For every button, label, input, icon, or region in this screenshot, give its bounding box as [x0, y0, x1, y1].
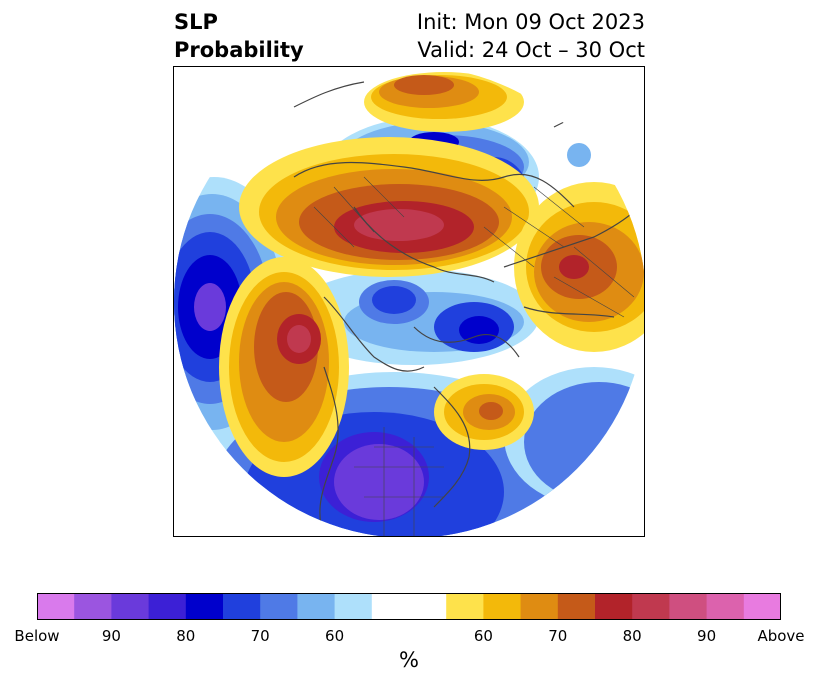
colorbar-tick-label: 60 — [325, 627, 345, 645]
map-panel — [173, 66, 645, 537]
colorbar-swatch — [409, 593, 447, 620]
colorbar-swatch — [557, 593, 596, 620]
colorbar-swatch — [297, 593, 336, 620]
init-date: Init: Mon 09 Oct 2023 — [416, 10, 645, 34]
colorbar-swatch — [185, 593, 224, 620]
colorbar-tick-label: 80 — [176, 627, 196, 645]
colorbar-swatch — [371, 593, 410, 620]
chart-title-variable: SLP Probability — [174, 8, 304, 64]
country-borders — [313, 176, 635, 536]
colorbar-swatch — [260, 593, 298, 620]
colorbar-swatch — [223, 593, 261, 620]
colorbar-swatch — [111, 593, 150, 620]
title-line-probability: Probability — [174, 38, 304, 62]
colorbar-tick-label: 70 — [548, 627, 568, 645]
colorbar-swatch — [520, 593, 559, 620]
probability-field — [174, 67, 644, 536]
colorbar-tick-label: Below — [14, 627, 60, 645]
colorbar-swatch — [483, 593, 522, 620]
colorbar-swatch — [74, 593, 112, 620]
title-line-slp: SLP — [174, 10, 218, 34]
colorbar-tick-label: 60 — [473, 627, 493, 645]
colorbar-swatch — [632, 593, 670, 620]
valid-range: Valid: 24 Oct – 30 Oct — [417, 38, 645, 62]
colorbar-tick-label: 80 — [622, 627, 642, 645]
probability-map — [174, 67, 644, 536]
colorbar-swatch — [743, 593, 781, 620]
colorbar-swatch — [334, 593, 373, 620]
colorbar-tick-label: Above — [757, 627, 805, 645]
colorbar-tick-label: 90 — [101, 627, 121, 645]
colorbar-unit: % — [399, 648, 419, 672]
colorbar-swatch — [595, 593, 633, 620]
colorbar — [37, 593, 781, 620]
colorbar-swatch — [669, 593, 708, 620]
colorbar-tick-label: 70 — [250, 627, 270, 645]
chart-title-dates: Init: Mon 09 Oct 2023 Valid: 24 Oct – 30… — [417, 8, 645, 64]
coastlines — [293, 81, 640, 536]
colorbar-tick-label: 90 — [697, 627, 717, 645]
colorbar-swatch — [706, 593, 745, 620]
colorbar-swatch — [37, 593, 75, 620]
colorbar-swatch — [446, 593, 484, 620]
colorbar-swatch — [148, 593, 187, 620]
above-normal-regions — [219, 72, 644, 477]
